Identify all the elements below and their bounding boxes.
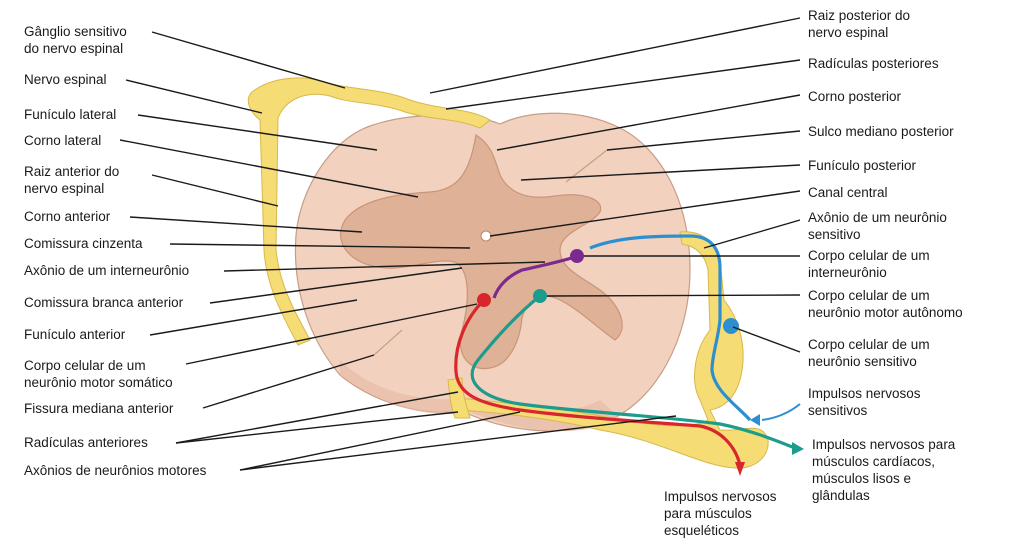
label-corpo-interneuronio: Corpo celular de um interneurônio (808, 248, 933, 280)
skeletal-impulse-arrowhead (735, 462, 745, 476)
label-impulsos-cardiacos: Impulsos nervosos para músculos cardíaco… (812, 437, 959, 503)
somatic-motor-cell-body (477, 293, 491, 307)
anterior-median-fissure (373, 329, 403, 356)
label-corpo-motor-somatico: Corpo celular de um neurônio motor somát… (24, 358, 173, 390)
spinal-nerve-right (454, 231, 769, 469)
interneuron-path (492, 254, 579, 299)
label-impulsos-sensitivos: Impulsos nervosos sensitivos (808, 386, 924, 418)
label-comissura-cinzenta: Comissura cinzenta (24, 236, 143, 251)
sensory-impulse-arrow (761, 403, 801, 421)
label-axonios-motores: Axônios de neurônios motores (24, 463, 207, 478)
label-corpo-sensitivo: Corpo celular de um neurônio sensitivo (808, 337, 933, 369)
label-funiculo-posterior: Funículo posterior (808, 158, 917, 173)
label-radiculas-posteriores: Radículas posteriores (808, 56, 939, 71)
label-nervo-espinal: Nervo espinal (24, 72, 107, 87)
label-corpo-autonomo: Corpo celular de um neurônio motor autôn… (808, 288, 963, 320)
label-impulsos-esqueleticos: Impulsos nervosos para músculos esquelét… (664, 489, 780, 538)
labels-bottom: Impulsos nervosos para músculos esquelét… (664, 489, 780, 538)
spinal-nerve-left (247, 77, 491, 346)
label-corno-posterior: Corno posterior (808, 89, 902, 104)
label-funiculo-lateral: Funículo lateral (24, 107, 116, 122)
label-raiz-anterior: Raiz anterior do nervo espinal (24, 164, 123, 196)
sensory-impulse-arrowhead (750, 414, 760, 426)
motor-autonomic-path (470, 294, 796, 450)
label-fissura: Fissura mediana anterior (24, 401, 174, 416)
label-comissura-branca: Comissura branca anterior (24, 295, 184, 310)
label-corno-anterior: Corno anterior (24, 209, 111, 224)
autonomic-impulse-arrowhead (792, 442, 804, 455)
autonomic-motor-cell-body (533, 289, 547, 303)
sensory-neuron-path (589, 234, 752, 422)
label-axonio-sensitivo: Axônio de um neurônio sensitivo (808, 210, 951, 242)
label-raiz-posterior: Raiz posterior do nervo espinal (808, 8, 914, 40)
labels-right: Raiz posterior do nervo espinal Radícula… (808, 8, 963, 503)
interneuron-cell-body (570, 249, 584, 263)
central-canal (480, 230, 492, 242)
label-corno-lateral: Corno lateral (24, 133, 101, 148)
labels-left: Gânglio sensitivo do nervo espinal Nervo… (24, 24, 207, 478)
label-radiculas-anteriores: Radículas anteriores (24, 435, 148, 450)
label-ganglio: Gânglio sensitivo do nervo espinal (24, 24, 131, 56)
label-axonio-interneuronio: Axônio de um interneurônio (24, 263, 189, 278)
leader-lines (119, 17, 801, 471)
label-funiculo-anterior: Funículo anterior (24, 327, 126, 342)
motor-somatic-path (454, 298, 742, 466)
label-sulco: Sulco mediano posterior (808, 124, 954, 139)
label-canal-central: Canal central (808, 185, 888, 200)
sensory-neuron-cell-body (723, 318, 739, 334)
